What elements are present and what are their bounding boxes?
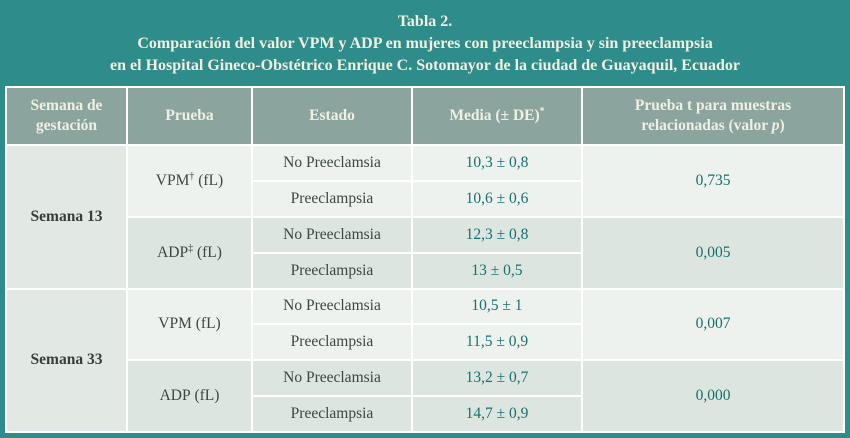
table-title-line1: Comparación del valor VPM y ADP en mujer… (137, 35, 713, 52)
table-header: Semana de gestación Prueba Estado Media … (5, 86, 845, 146)
media-header-footnote-mark: * (539, 105, 545, 117)
p-value-cell: 0,735 (581, 144, 845, 218)
table-title-line2: en el Hospital Gineco-Obstétrico Enrique… (110, 57, 740, 74)
prueba-name: ADP (157, 243, 189, 261)
table-row: ADP (fL) No Preeclamsia 13,2 ± 0,7 0,000 (6, 359, 845, 433)
prueba-name: ADP (159, 387, 191, 405)
table-body: Semana 13 VPM† (fL) No Preeclamsia 10,3 … (5, 144, 845, 433)
col-header-semana: Semana de gestación (5, 86, 128, 146)
table-title: Tabla 2. Comparación del valor VPM y ADP… (5, 0, 845, 86)
prueba-cell-adp-33: ADP (fL) (126, 359, 253, 433)
prueba-t-line2-pre: relacionadas (valor (641, 117, 772, 134)
prueba-cell-vpm-33: VPM (fL) (126, 287, 253, 362)
prueba-cell-adp-13: ADP‡ (fL) (126, 215, 253, 290)
col-header-estado: Estado (251, 86, 413, 146)
table-row: Preeclampsia 13 ± 0,5 (6, 251, 844, 290)
estado-cell: No Preeclamsia (251, 359, 413, 398)
prueba-name: VPM (158, 315, 192, 333)
prueba-unit: (fL) (195, 315, 221, 333)
p-value-cell: 0,005 (581, 215, 845, 290)
semana-cell-13: Semana 13 (5, 144, 128, 290)
prueba-unit: (fL) (198, 171, 224, 189)
table-row: Preeclampsia 14,7 ± 0,9 (6, 395, 844, 433)
table-row: Preeclampsia 11,5 ± 0,9 (6, 323, 844, 362)
semana-cell-33: Semana 33 (5, 287, 128, 433)
prueba-footnote-mark: † (189, 170, 195, 182)
estado-cell: No Preeclamsia (251, 215, 413, 254)
prueba-name: VPM (155, 171, 190, 189)
media-cell: 11,5 ± 0,9 (411, 323, 583, 362)
prueba-cell-vpm-13: VPM† (fL) (126, 144, 253, 218)
comparison-table: Semana de gestación Prueba Estado Media … (5, 86, 845, 433)
header-row: Semana de gestación Prueba Estado Media … (5, 86, 845, 146)
table-number: Tabla 2. (397, 13, 453, 30)
col-header-prueba-t: Prueba t para muestras relacionadas (valo… (581, 86, 845, 146)
col-header-media: Media (± DE)* (411, 86, 583, 146)
estado-cell: Preeclampsia (251, 179, 413, 218)
estado-cell: Preeclampsia (251, 323, 413, 362)
estado-cell: No Preeclamsia (251, 144, 413, 182)
estado-cell: Preeclampsia (251, 251, 413, 290)
col-header-prueba: Prueba (126, 86, 253, 146)
estado-cell: No Preeclamsia (251, 287, 413, 326)
table-row: Semana 13 VPM† (fL) No Preeclamsia 10,3 … (5, 144, 845, 290)
prueba-t-p-symbol: p (771, 117, 780, 134)
media-cell: 14,7 ± 0,9 (411, 395, 583, 433)
table-row: ADP‡ (fL) No Preeclamsia 12,3 ± 0,8 0,00… (6, 215, 845, 290)
media-cell: 12,3 ± 0,8 (411, 215, 583, 254)
media-cell: 10,5 ± 1 (411, 287, 583, 326)
p-value-cell: 0,007 (581, 287, 845, 362)
prueba-unit: (fL) (194, 387, 220, 405)
p-value-cell: 0,000 (581, 359, 845, 433)
prueba-footnote-mark: ‡ (188, 242, 194, 254)
table-row: Semana 33 VPM (fL) No Preeclamsia 10,5 ±… (5, 287, 845, 433)
prueba-unit: (fL) (196, 243, 222, 261)
media-cell: 10,6 ± 0,6 (411, 179, 583, 218)
prueba-t-line2-post: ) (779, 117, 785, 134)
prueba-t-line1: Prueba t para muestras (634, 97, 792, 114)
table-row: Preeclampsia 10,6 ± 0,6 (6, 179, 844, 218)
media-cell: 13,2 ± 0,7 (411, 359, 583, 398)
media-header-text: Media (± DE) (449, 107, 540, 124)
media-cell: 10,3 ± 0,8 (411, 144, 583, 182)
media-cell: 13 ± 0,5 (411, 251, 583, 290)
estado-cell: Preeclampsia (251, 395, 413, 433)
